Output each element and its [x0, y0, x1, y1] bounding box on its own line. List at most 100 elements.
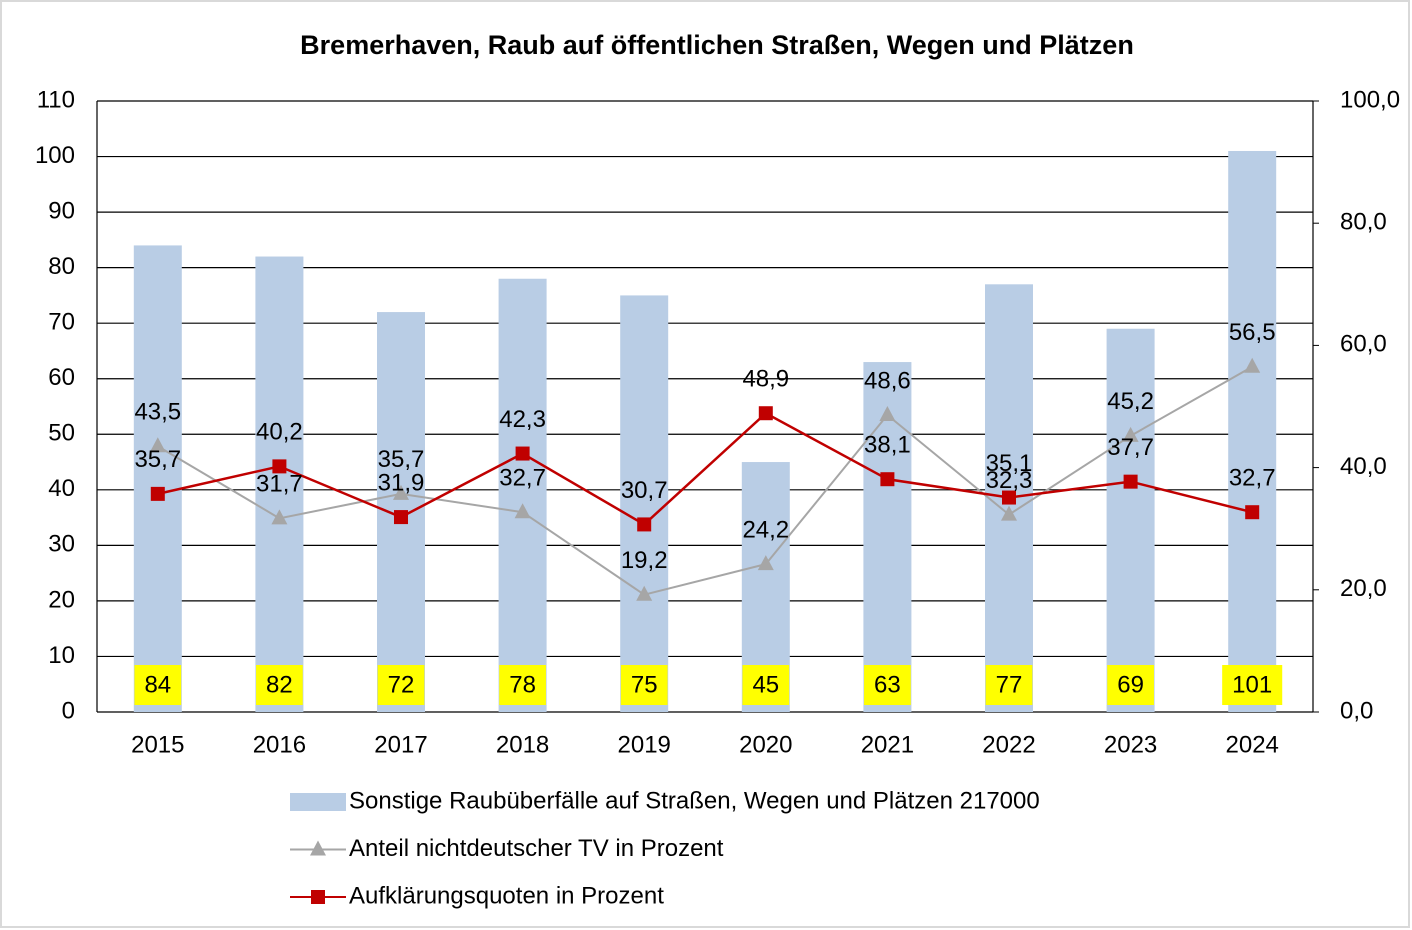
line-marker: [393, 484, 409, 500]
line-marker: [636, 585, 653, 601]
data-label: 38,1: [864, 432, 911, 459]
line-marker: [1002, 490, 1016, 505]
y-tick-label: 30: [48, 531, 75, 558]
bar-value-label: 45: [752, 671, 779, 698]
line-marker: [272, 459, 287, 474]
bar-value-label: 101: [1232, 671, 1272, 698]
data-label: 24,2: [742, 516, 789, 543]
bar-label-box: [985, 665, 1033, 705]
legend-label: Sonstige Raubüberfälle auf Straßen, Wege…: [349, 787, 1040, 814]
x-tick-label: 2019: [618, 731, 671, 758]
line-marker: [515, 446, 530, 461]
bar-label-box: [377, 665, 425, 705]
bar-label-box: [256, 665, 303, 705]
bar: [133, 245, 182, 712]
line-marker: [1001, 505, 1017, 521]
bar-value-label: 69: [1117, 671, 1144, 698]
line-marker: [637, 517, 652, 532]
line-marker: [758, 406, 773, 421]
data-label: 19,2: [621, 547, 668, 574]
data-label: 48,9: [742, 366, 789, 393]
x-tick-label: 2022: [982, 731, 1035, 758]
y-tick-label: 70: [48, 309, 75, 336]
x-tick-label: 2015: [131, 731, 184, 758]
bar-value-label: 84: [144, 671, 171, 698]
x-tick-label: 2024: [1226, 731, 1279, 758]
y2-tick-label: 80,0: [1340, 209, 1387, 236]
data-label: 35,1: [986, 450, 1033, 477]
y-tick-label: 60: [48, 364, 75, 391]
y-tick-label: 20: [48, 586, 75, 613]
data-label: 35,7: [378, 446, 425, 473]
line-marker: [1123, 474, 1138, 489]
y-tick-label: 40: [48, 475, 75, 502]
data-label: 31,7: [256, 471, 303, 498]
line-marker: [879, 406, 896, 422]
line-marker: [271, 509, 288, 525]
y-tick-label: 0: [62, 697, 75, 724]
y-tick-label: 90: [48, 197, 75, 224]
legend-marker: [310, 840, 326, 856]
x-tick-label: 2018: [496, 731, 549, 758]
bar-label-box: [620, 665, 668, 705]
y2-tick-label: 40,0: [1340, 453, 1387, 480]
y2-tick-label: 0,0: [1340, 697, 1373, 724]
data-label: 42,3: [499, 406, 546, 433]
data-label: 45,2: [1107, 388, 1154, 415]
y2-tick-label: 60,0: [1340, 331, 1387, 358]
y-tick-label: 110: [37, 86, 75, 113]
bar-label-box: [499, 665, 546, 705]
y-tick-label: 80: [48, 253, 75, 280]
bar-label-box: [1222, 665, 1283, 705]
line-marker: [1244, 357, 1261, 373]
data-label: 30,7: [621, 477, 668, 504]
x-tick-label: 2016: [253, 731, 306, 758]
line-marker: [514, 503, 531, 519]
y-tick-label: 10: [48, 642, 75, 669]
data-label: 48,6: [864, 367, 911, 394]
bar-value-label: 75: [631, 671, 658, 698]
x-tick-label: 2021: [861, 731, 914, 758]
bar-label-box: [742, 665, 790, 705]
bar-label-box: [1107, 665, 1154, 705]
data-label: 31,9: [378, 469, 425, 496]
legend-swatch: [290, 793, 346, 811]
y2-tick-label: 20,0: [1340, 575, 1387, 602]
data-label: 43,5: [134, 399, 181, 426]
legend-label: Anteil nichtdeutscher TV in Prozent: [349, 835, 724, 862]
data-label: 40,2: [256, 419, 303, 446]
x-tick-label: 2023: [1104, 731, 1157, 758]
bar: [620, 295, 669, 712]
bar-value-label: 72: [388, 671, 415, 698]
data-label: 32,7: [1229, 465, 1276, 492]
x-tick-label: 2020: [739, 731, 792, 758]
legend-label: Aufklärungsquoten in Prozent: [349, 882, 664, 909]
bar-value-label: 82: [266, 671, 293, 698]
y2-tick-label: 100,0: [1340, 86, 1400, 113]
y-tick-label: 50: [48, 420, 75, 447]
bar-value-label: 63: [874, 671, 901, 698]
data-label: 37,7: [1107, 434, 1154, 461]
bar-label-box: [134, 665, 182, 705]
bar: [1106, 328, 1155, 712]
line-marker: [757, 555, 774, 571]
data-label: 56,5: [1229, 319, 1276, 346]
line-marker: [1245, 505, 1260, 520]
line-marker: [150, 486, 165, 501]
bar-value-label: 77: [996, 671, 1023, 698]
bar-value-label: 78: [509, 671, 536, 698]
bar: [255, 256, 304, 712]
y-tick-label: 100: [35, 142, 75, 169]
bar-label-box: [864, 665, 911, 705]
data-label: 32,3: [986, 467, 1033, 494]
x-tick-label: 2017: [374, 731, 427, 758]
line: [157, 411, 1253, 526]
bar: [498, 278, 547, 712]
chart-title: Bremerhaven, Raub auf öffentlichen Straß…: [300, 30, 1134, 60]
line: [157, 365, 1253, 596]
legend-marker: [311, 890, 325, 904]
data-label: 35,7: [134, 446, 181, 473]
line-marker: [880, 472, 895, 487]
